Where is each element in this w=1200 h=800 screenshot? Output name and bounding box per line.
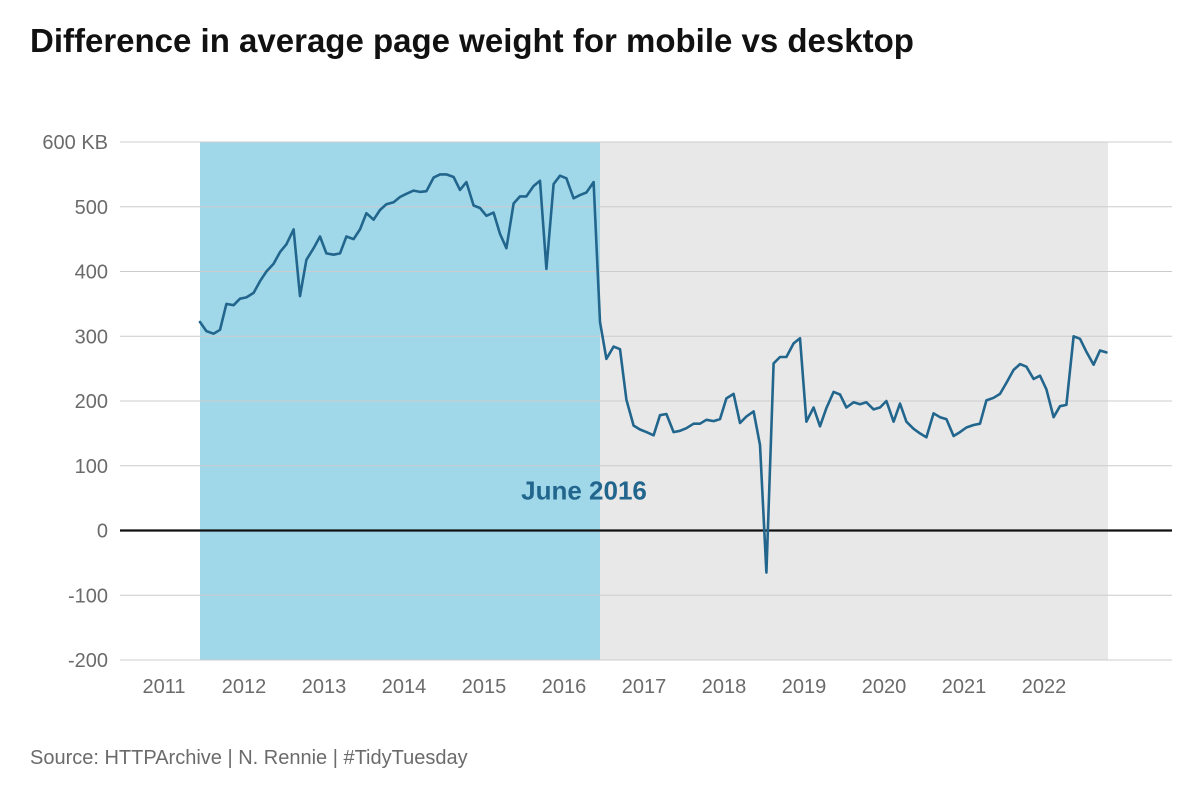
x-tick-label: 2022 [1022,676,1067,698]
y-tick-label: 100 [75,456,108,478]
x-tick-label: 2021 [942,676,987,698]
x-tick-label: 2013 [302,676,347,698]
y-tick-label: 200 [75,391,108,413]
x-tick-label: 2016 [542,676,587,698]
x-tick-label: 2014 [382,676,427,698]
series-layer [198,173,1108,574]
y-tick-label: -100 [68,585,108,607]
y-tick-label: -200 [68,650,108,672]
x-tick-label: 2011 [142,676,185,698]
annotation-june-2016: June 2016 [521,475,647,505]
x-tick-label: 2019 [782,676,827,698]
chart-title: Difference in average page weight for mo… [30,22,914,59]
series-line-0 [198,173,1108,574]
annotation-layer: June 2016 [521,475,647,505]
y-tick-label: 500 [75,197,108,219]
x-tick-label: 2017 [622,676,667,698]
y-tick-label: 300 [75,326,108,348]
y-tick-label: 0 [97,521,108,543]
x-tick-label: 2018 [702,676,747,698]
x-tick-label: 2015 [462,676,507,698]
x-tick-label: 2012 [222,676,267,698]
source-caption: Source: HTTPArchive | N. Rennie | #TidyT… [30,747,468,769]
y-tick-label: 600 KB [42,132,108,154]
gridlines [120,141,1172,661]
y-axis-tick-labels: 600 KB 500 400 300 200 100 0 -100 -200 [42,132,108,672]
x-tick-label: 2020 [862,676,907,698]
y-tick-label: 400 [75,262,108,284]
x-axis-tick-labels: 2011 2012 2013 2014 2015 2016 2017 2018 2019 2020… [142,676,1066,698]
